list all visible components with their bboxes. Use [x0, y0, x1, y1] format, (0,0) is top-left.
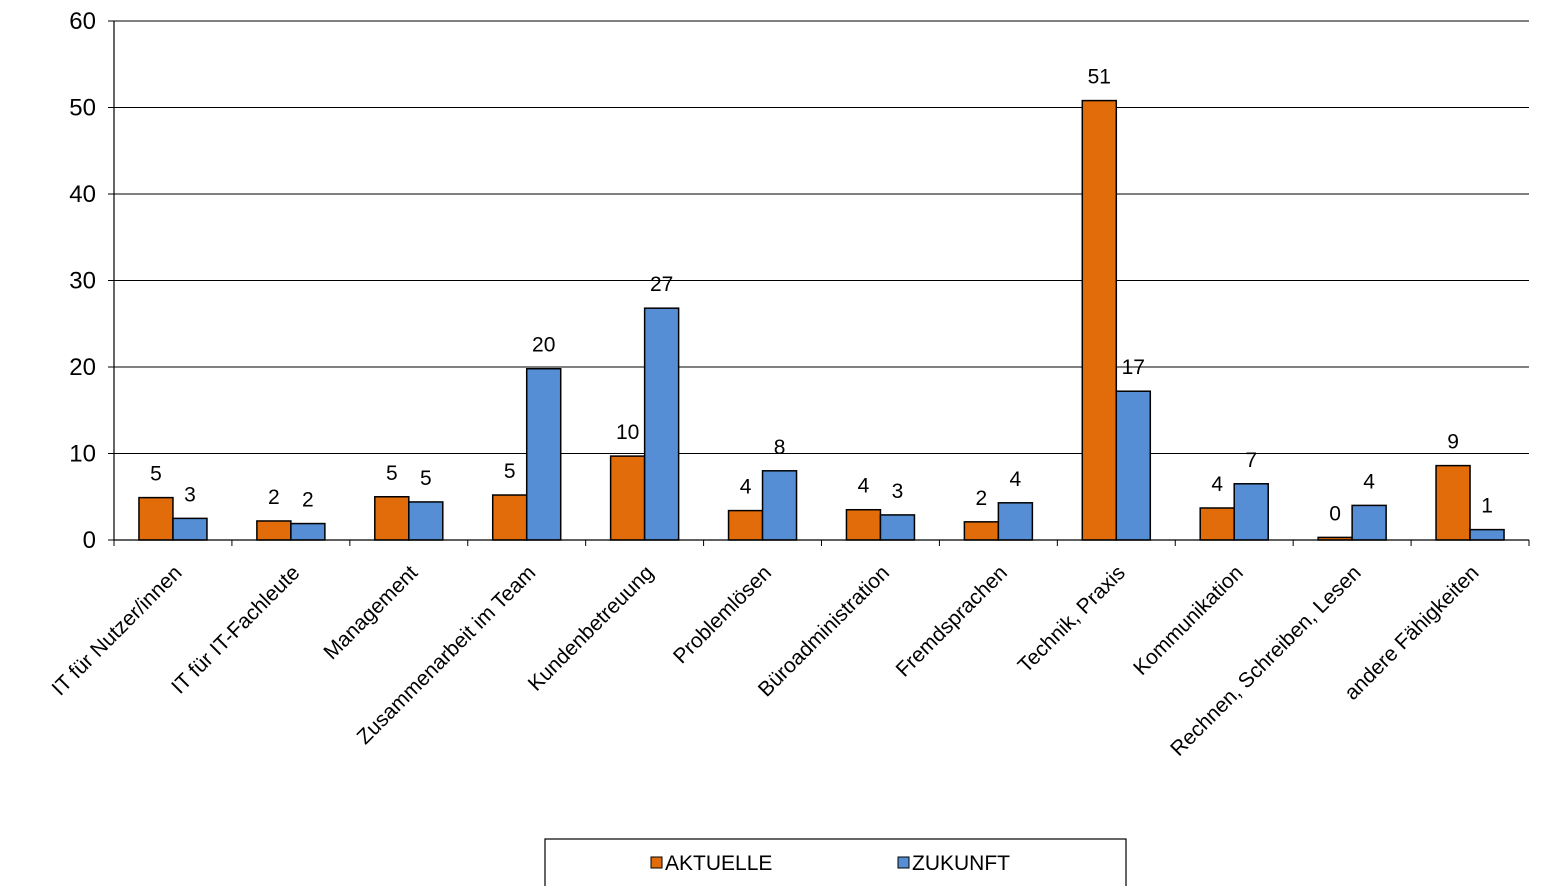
data-label-zukunft: 4	[1010, 468, 1022, 491]
y-axis: 0 10 20 30 40 50 60	[69, 8, 115, 554]
data-label-aktuelle: 4	[740, 476, 752, 499]
bar-zukunft	[525, 367, 562, 541]
bar-zukunft	[1351, 504, 1387, 541]
data-label-aktuelle: 4	[858, 475, 870, 498]
bar-zukunft	[290, 522, 326, 541]
data-label-zukunft: 8	[774, 436, 786, 459]
legend-label-aktuelle: AKTUELLE	[665, 852, 772, 875]
bar-zukunft	[172, 517, 208, 541]
x-tick-label: Technik, Praxis	[1014, 561, 1130, 677]
x-tick-label: Problemlösen	[669, 561, 776, 668]
data-label-aktuelle: 51	[1088, 66, 1111, 89]
bar-aktuelle	[845, 508, 882, 541]
data-label-zukunft: 1	[1481, 495, 1493, 518]
bar-zukunft	[1469, 528, 1505, 541]
y-tick-label: 50	[69, 95, 96, 122]
bar-aktuelle	[1435, 464, 1471, 541]
data-label-zukunft: 20	[532, 334, 555, 357]
x-tick-label: andere Fähigkeiten	[1340, 561, 1483, 704]
bar-aktuelle	[609, 455, 646, 541]
data-label-aktuelle: 2	[976, 487, 988, 510]
legend-swatch-aktuelle	[650, 856, 663, 869]
y-tick-label: 40	[69, 181, 96, 208]
data-label-aktuelle: 2	[268, 486, 280, 509]
legend-label-zukunft: ZUKUNFT	[912, 852, 1010, 875]
bar-zukunft	[761, 470, 798, 541]
data-label-zukunft: 7	[1245, 449, 1257, 472]
x-tick-label: IT für IT-Fachleute	[167, 561, 304, 698]
bar-aktuelle	[1199, 507, 1235, 541]
bar-aktuelle	[374, 496, 410, 541]
legend: AKTUELLE ZUKUNFT	[544, 838, 1127, 886]
bar-zukunft	[408, 501, 444, 541]
data-label-zukunft: 3	[892, 480, 904, 503]
data-label-zukunft: 17	[1122, 356, 1145, 379]
data-label-aktuelle: 0	[1329, 502, 1341, 525]
data-label-zukunft: 2	[302, 489, 314, 512]
y-tick-label: 10	[69, 441, 96, 468]
data-label-zukunft: 5	[420, 467, 432, 490]
legend-swatch-zukunft	[897, 856, 910, 869]
x-tick-label: Management	[319, 561, 422, 664]
y-tick-label: 30	[69, 268, 96, 295]
bar-zukunft	[1233, 483, 1269, 541]
x-tick-label: Kommunikation	[1129, 561, 1248, 680]
x-tick-label: Fremdsprachen	[892, 561, 1012, 681]
y-tick-label: 0	[83, 527, 96, 554]
bar-zukunft	[997, 502, 1034, 541]
x-tick-label: Rechnen, Schreiben, Lesen	[1166, 561, 1366, 761]
bars	[138, 99, 1505, 541]
bar-aktuelle	[256, 520, 292, 541]
data-label-zukunft: 4	[1363, 470, 1375, 493]
bar-aktuelle	[727, 509, 764, 541]
bar-aktuelle	[138, 496, 174, 541]
bar-aktuelle	[1081, 99, 1118, 541]
y-tick-label: 60	[69, 8, 96, 35]
bar-aktuelle	[963, 521, 1000, 541]
data-label-zukunft: 27	[650, 273, 673, 296]
y-tick-label: 20	[69, 354, 96, 381]
data-label-aktuelle: 10	[616, 421, 639, 444]
bar-zukunft	[879, 514, 916, 541]
data-label-aktuelle: 5	[504, 460, 516, 483]
bar-zukunft	[1115, 390, 1152, 541]
gridlines	[114, 20, 1529, 454]
data-label-aktuelle: 9	[1447, 431, 1459, 454]
bar-zukunft	[643, 307, 680, 541]
legend-box	[544, 838, 1127, 886]
data-label-aktuelle: 4	[1211, 473, 1223, 496]
data-label-aktuelle: 5	[150, 463, 162, 486]
data-label-aktuelle: 5	[386, 462, 398, 485]
data-label-zukunft: 3	[184, 483, 196, 506]
x-tick-label: IT für Nutzer/innen	[48, 561, 187, 700]
x-tick-label: Kundenbetreuung	[524, 561, 658, 695]
x-tick-label: Büroadministration	[754, 561, 894, 701]
bar-aktuelle	[491, 494, 528, 541]
